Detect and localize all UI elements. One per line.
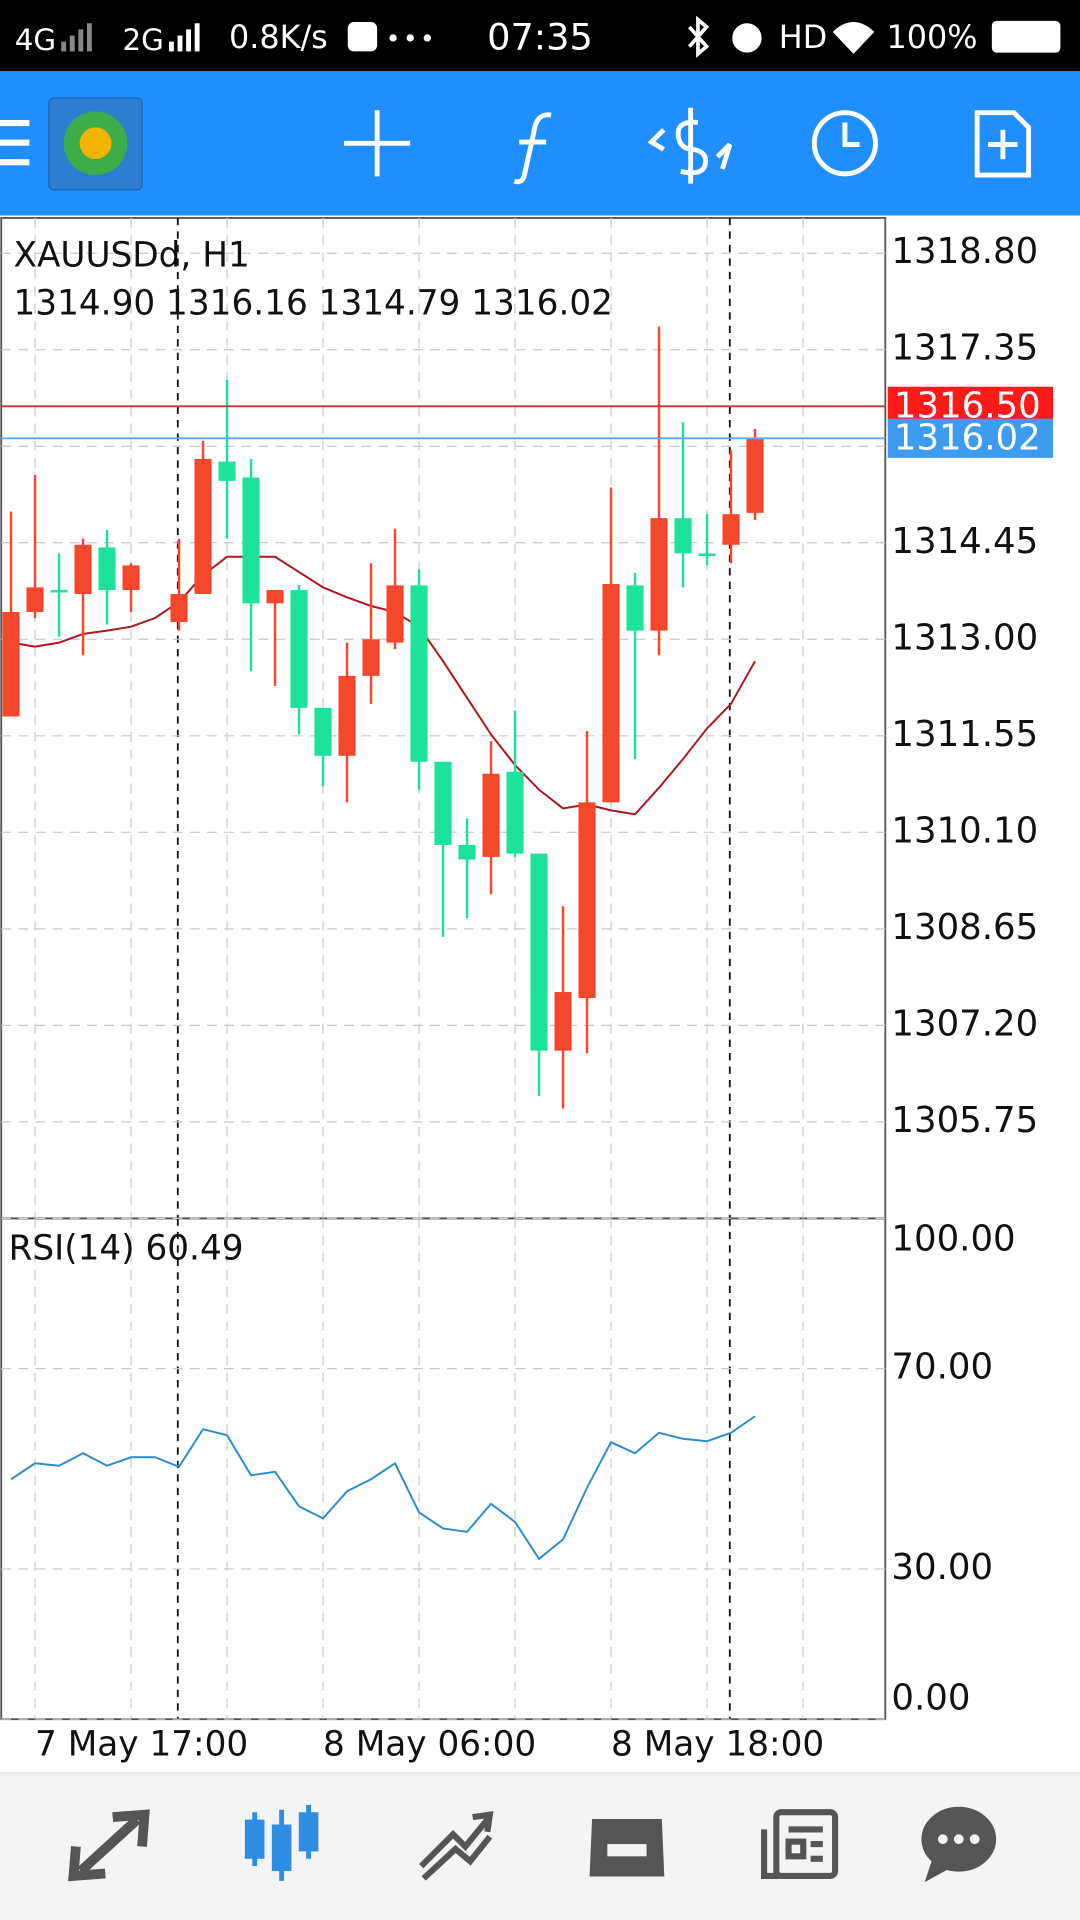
price-badge-label: 1316.02 — [894, 417, 1041, 458]
candle-body — [650, 518, 668, 631]
candle-body — [386, 585, 404, 643]
price-badge — [887, 418, 1054, 458]
period-button[interactable] — [811, 110, 878, 177]
candle-body — [362, 639, 380, 676]
network-label: 2G — [122, 23, 163, 57]
candle-body — [266, 590, 284, 604]
candle-body — [74, 544, 92, 595]
app-icon — [347, 22, 378, 52]
crosshair-button[interactable] — [344, 110, 411, 177]
chat-tab[interactable] — [921, 1806, 997, 1883]
clock: 07:35 — [487, 16, 593, 59]
battery-icon — [991, 20, 1061, 53]
candle-body — [122, 565, 140, 591]
hd-label: HD — [779, 18, 827, 56]
candle-body — [434, 761, 452, 845]
dot — [389, 34, 397, 42]
y-tick-label: 100.00 — [891, 1218, 1015, 1259]
network-label: 4G — [15, 23, 56, 57]
price-panel — [0, 217, 887, 1220]
history-tab[interactable] — [589, 1818, 665, 1877]
quotes-tab[interactable] — [68, 1809, 150, 1882]
y-tick-label: 1305.75 — [891, 1100, 1038, 1141]
y-tick-label: 1307.20 — [891, 1003, 1038, 1044]
symbol-title: XAUUSDd, H1 — [13, 236, 249, 276]
battery-label: 100% — [887, 18, 978, 56]
signal-icon — [61, 23, 92, 52]
net-speed: 0.8K/s — [229, 18, 328, 56]
candle-body — [338, 675, 356, 756]
x-tick-label: 8 May 06:00 — [323, 1725, 536, 1765]
candle-body — [98, 547, 116, 591]
status-items: 4G 2G 0.8K/s 07:35 HD 100% — [15, 15, 1061, 59]
rsi-panel — [0, 1217, 887, 1721]
candle-body — [698, 553, 716, 557]
y-tick-label: 1317.35 — [891, 328, 1038, 369]
bottom-nav — [0, 1773, 1080, 1920]
candle-body — [290, 590, 308, 708]
dot — [423, 34, 432, 42]
candle-body — [722, 514, 740, 545]
news-tab[interactable] — [761, 1809, 839, 1879]
bluetooth-icon — [688, 15, 710, 58]
candle-body — [50, 590, 68, 593]
objects-button[interactable] — [974, 110, 1032, 178]
candle-body — [746, 438, 764, 513]
candle-body — [674, 518, 692, 554]
menu-button[interactable] — [0, 120, 30, 166]
candle-body — [26, 587, 44, 612]
candle-body — [482, 773, 500, 857]
trade-button[interactable] — [647, 107, 733, 184]
y-tick-label: 70.00 — [891, 1347, 993, 1388]
rsi-line — [10, 1415, 756, 1561]
candle-body — [170, 594, 188, 622]
candle-body — [602, 584, 620, 803]
wifi-icon — [832, 22, 875, 54]
y-tick-label: 30.00 — [891, 1547, 993, 1588]
y-tick-label: 1318.80 — [891, 231, 1038, 272]
x-tick-label: 8 May 18:00 — [611, 1725, 824, 1765]
candle-body — [506, 771, 524, 854]
y-tick-label: 1310.10 — [891, 810, 1038, 851]
moving-average — [10, 555, 756, 816]
y-tick-label: 1314.45 — [891, 521, 1038, 562]
candle-body — [410, 585, 428, 762]
ohlc-values: 1314.90 1316.16 1314.79 1316.02 — [13, 283, 612, 323]
app-logo[interactable] — [48, 97, 143, 191]
candle-body — [554, 992, 572, 1051]
candle-body — [314, 707, 332, 756]
candle-body — [458, 844, 476, 860]
indicators-button[interactable] — [513, 112, 552, 185]
candle-body — [2, 611, 20, 717]
alarm-icon — [732, 23, 762, 53]
candle-body — [218, 461, 236, 481]
y-tick-label: 1311.55 — [891, 714, 1038, 755]
candle-body — [530, 853, 548, 1051]
rsi-title: RSI(14) 60.49 — [9, 1229, 244, 1269]
signal-icon — [168, 23, 200, 52]
dot — [406, 34, 414, 42]
y-tick-label: 1313.00 — [891, 617, 1038, 658]
candle-body — [626, 585, 644, 631]
candle-body — [194, 458, 212, 595]
candle-body — [242, 477, 260, 604]
chart-tab[interactable] — [244, 1804, 319, 1881]
trade-tab[interactable] — [419, 1811, 494, 1881]
x-tick-label: 7 May 17:00 — [35, 1725, 248, 1765]
y-tick-label: 1308.65 — [891, 907, 1038, 948]
candle-body — [578, 802, 596, 999]
y-tick-label: 0.00 — [891, 1678, 970, 1719]
